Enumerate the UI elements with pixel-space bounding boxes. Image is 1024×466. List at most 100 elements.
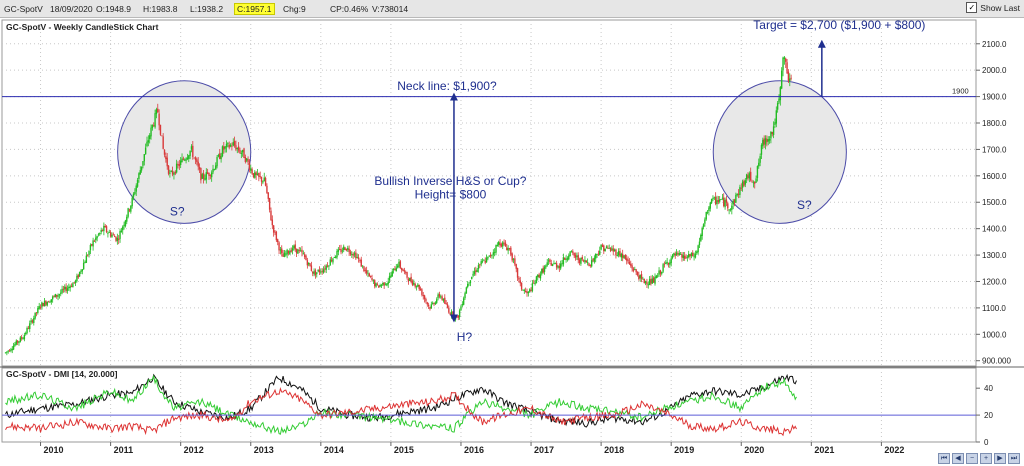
candle-body	[72, 283, 74, 288]
candle-body	[205, 172, 207, 180]
candle-body	[294, 244, 296, 250]
candle-body	[578, 259, 581, 264]
candle-body	[198, 167, 201, 170]
scroll-forward-icon[interactable]: ▶	[994, 453, 1006, 464]
right-shoulder-label: S?	[797, 198, 812, 212]
candle-body	[468, 282, 470, 284]
open-label: O:1948.9	[96, 4, 131, 14]
candle-body	[546, 262, 548, 266]
candle-body	[165, 156, 167, 160]
candle-body	[483, 260, 485, 261]
candle-body	[281, 248, 283, 254]
candle-body	[635, 269, 637, 273]
candle-body	[582, 260, 585, 262]
candle-body	[363, 266, 365, 272]
candle-body	[588, 263, 590, 266]
candle-body	[259, 176, 261, 178]
symbol-label: GC-SpotV	[4, 4, 43, 14]
candle-body	[29, 323, 31, 330]
candle-body	[283, 252, 286, 257]
x-tick-label: 2022	[884, 445, 904, 455]
candle-body	[472, 273, 474, 276]
zoom-out-icon[interactable]: −	[966, 453, 978, 464]
candle-body	[663, 263, 666, 265]
candle-body	[140, 166, 143, 171]
show-last-checkbox[interactable]: ✓	[966, 2, 978, 13]
candle-body	[534, 282, 536, 285]
candle-body	[557, 266, 559, 268]
zoom-in-icon[interactable]: +	[980, 453, 992, 464]
candle-body	[399, 261, 402, 268]
candle-body	[68, 286, 70, 289]
candle-body	[530, 289, 532, 292]
y-tick-label: 1100.0	[982, 304, 1006, 313]
candle-body	[662, 264, 664, 272]
candle-body	[65, 286, 67, 292]
candle-body	[12, 345, 15, 350]
candle-body	[307, 262, 310, 265]
candle-body	[177, 164, 179, 165]
candle-body	[454, 315, 457, 320]
candle-body	[364, 269, 366, 271]
candle-body	[678, 253, 680, 255]
candle-body	[228, 144, 230, 148]
candle-body	[197, 161, 199, 167]
candle-body	[41, 302, 43, 307]
candle-body	[485, 257, 488, 263]
candle-body	[519, 280, 521, 284]
candle-body	[382, 282, 384, 285]
candle-body	[727, 203, 729, 209]
candle-body	[506, 247, 508, 251]
candle-body	[617, 251, 620, 256]
x-tick-label: 2020	[744, 445, 764, 455]
candle-body	[456, 315, 458, 317]
candle-body	[616, 255, 618, 256]
candle-body	[697, 245, 699, 253]
candle-body	[142, 161, 144, 166]
candle-body	[135, 185, 137, 192]
dmi-y-tick-label: 40	[984, 384, 993, 393]
candle-body	[460, 306, 462, 311]
candle-body	[689, 254, 691, 257]
candle-body	[630, 263, 632, 266]
x-tick-label: 2012	[184, 445, 204, 455]
candle-body	[333, 257, 336, 258]
candle-body	[209, 175, 212, 177]
candle-body	[596, 254, 598, 255]
candle-body	[181, 158, 183, 162]
candle-body	[62, 288, 65, 290]
candle-body	[520, 282, 523, 290]
candle-body	[194, 157, 197, 161]
candle-body	[669, 262, 671, 265]
candle-body	[425, 298, 427, 302]
candle-body	[599, 250, 601, 255]
candle-body	[188, 155, 190, 159]
candle-body	[179, 160, 182, 165]
show-last-toggle[interactable]: ✓ Show Last	[966, 2, 1020, 13]
candle-body	[464, 293, 466, 299]
candle-body	[23, 334, 26, 340]
candle-body	[423, 295, 426, 299]
candle-body	[365, 270, 368, 274]
candle-body	[623, 255, 625, 258]
candle-body	[368, 273, 371, 277]
scroll-first-icon[interactable]: ⏮	[938, 453, 950, 464]
candle-body	[268, 197, 271, 210]
chart-area[interactable]: 2010 2011 2012 2013 2014 2015 2016 2017 2018 2019…	[0, 18, 1024, 466]
candle-body	[627, 259, 629, 262]
candle-body	[755, 178, 757, 183]
candle-body	[686, 256, 689, 258]
candle-body	[380, 284, 383, 286]
candle-body	[597, 253, 600, 255]
candle-body	[167, 165, 170, 174]
candle-body	[175, 163, 178, 173]
x-tick-label: 2017	[534, 445, 554, 455]
scroll-last-icon[interactable]: ⏭	[1008, 453, 1020, 464]
candle-body	[386, 283, 388, 286]
candle-body	[155, 109, 158, 115]
candle-body	[646, 282, 648, 285]
candle-body	[88, 251, 90, 255]
scroll-back-icon[interactable]: ◀	[952, 453, 964, 464]
candle-body	[51, 296, 54, 300]
price-chart-title: GC-SpotV - Weekly CandleStick Chart	[6, 22, 159, 32]
